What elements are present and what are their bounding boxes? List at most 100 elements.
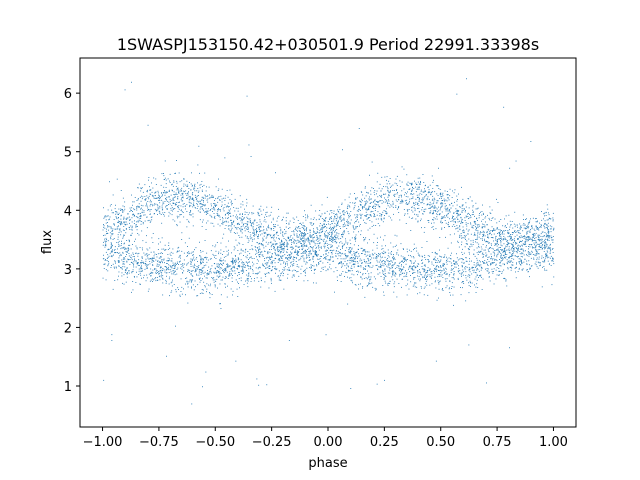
data-point bbox=[245, 280, 246, 282]
data-point bbox=[425, 194, 427, 196]
data-point bbox=[368, 217, 369, 219]
data-point bbox=[331, 212, 333, 214]
data-point bbox=[479, 225, 480, 227]
data-point bbox=[281, 241, 283, 243]
data-point bbox=[259, 242, 261, 244]
data-point bbox=[144, 268, 146, 270]
data-point bbox=[449, 195, 451, 197]
data-point bbox=[386, 208, 387, 210]
data-point bbox=[214, 217, 216, 219]
data-point bbox=[141, 256, 143, 258]
data-point bbox=[270, 249, 272, 250]
data-point bbox=[475, 276, 477, 278]
data-point bbox=[191, 193, 193, 195]
data-point bbox=[329, 219, 331, 220]
data-point bbox=[322, 227, 324, 229]
data-point bbox=[192, 284, 194, 286]
data-point bbox=[373, 276, 375, 278]
data-point bbox=[178, 261, 180, 263]
data-point bbox=[304, 275, 306, 277]
data-point bbox=[299, 241, 300, 243]
data-point bbox=[442, 195, 444, 197]
data-point bbox=[206, 283, 208, 285]
data-point bbox=[170, 266, 172, 268]
data-point bbox=[441, 222, 443, 224]
data-point bbox=[118, 265, 120, 267]
data-point bbox=[356, 252, 358, 253]
data-point bbox=[540, 262, 541, 264]
data-point bbox=[168, 245, 170, 246]
data-point bbox=[333, 213, 335, 214]
data-point bbox=[363, 240, 365, 242]
data-point bbox=[533, 242, 535, 244]
data-point bbox=[383, 277, 385, 279]
data-point bbox=[132, 201, 134, 203]
data-point bbox=[292, 261, 294, 262]
data-point bbox=[137, 233, 139, 234]
data-point bbox=[500, 260, 502, 262]
data-point bbox=[305, 214, 306, 216]
data-point bbox=[213, 277, 215, 279]
data-point bbox=[286, 269, 288, 271]
data-point bbox=[246, 202, 248, 204]
data-point bbox=[199, 202, 201, 204]
data-point bbox=[473, 262, 475, 263]
data-point bbox=[150, 273, 151, 274]
data-point bbox=[110, 235, 112, 237]
data-point bbox=[133, 266, 135, 268]
data-point bbox=[277, 251, 279, 253]
data-point bbox=[339, 212, 341, 214]
data-point bbox=[379, 195, 381, 196]
data-point bbox=[315, 232, 317, 234]
data-point bbox=[253, 220, 255, 222]
data-point bbox=[435, 260, 437, 261]
data-point bbox=[312, 238, 314, 240]
data-point bbox=[190, 252, 192, 254]
data-point bbox=[301, 234, 302, 236]
data-point bbox=[135, 224, 137, 226]
data-point bbox=[536, 253, 538, 255]
data-point bbox=[337, 223, 339, 225]
data-point bbox=[521, 248, 523, 250]
data-point bbox=[132, 289, 134, 291]
data-point bbox=[365, 237, 367, 239]
data-point bbox=[389, 283, 391, 284]
data-point bbox=[181, 266, 183, 268]
data-point bbox=[418, 197, 420, 199]
data-point bbox=[235, 216, 237, 218]
data-point bbox=[242, 244, 244, 245]
data-point bbox=[334, 291, 335, 293]
data-point bbox=[549, 247, 551, 249]
data-point bbox=[499, 271, 501, 272]
data-point bbox=[140, 223, 142, 225]
data-point bbox=[401, 181, 403, 183]
data-point bbox=[349, 277, 350, 279]
data-point bbox=[469, 280, 471, 282]
data-point bbox=[131, 232, 133, 234]
data-point bbox=[353, 207, 355, 208]
data-point bbox=[188, 237, 190, 239]
data-point bbox=[461, 241, 463, 243]
data-point bbox=[528, 236, 530, 238]
data-point bbox=[166, 355, 167, 357]
data-point bbox=[231, 200, 232, 202]
data-point bbox=[232, 263, 234, 265]
data-point bbox=[270, 279, 272, 280]
data-point bbox=[237, 207, 239, 209]
data-point bbox=[390, 185, 392, 187]
data-point bbox=[235, 258, 237, 260]
data-point bbox=[318, 218, 320, 220]
data-point bbox=[415, 214, 417, 216]
data-point bbox=[260, 277, 262, 279]
data-point bbox=[391, 251, 392, 252]
data-point bbox=[150, 193, 152, 195]
data-point bbox=[349, 206, 351, 208]
data-point bbox=[439, 198, 441, 199]
data-point bbox=[417, 272, 419, 274]
data-point bbox=[351, 254, 353, 256]
data-point bbox=[347, 269, 349, 271]
data-point bbox=[464, 236, 466, 238]
data-point bbox=[495, 278, 497, 280]
data-point bbox=[474, 234, 475, 235]
data-point bbox=[434, 218, 436, 220]
